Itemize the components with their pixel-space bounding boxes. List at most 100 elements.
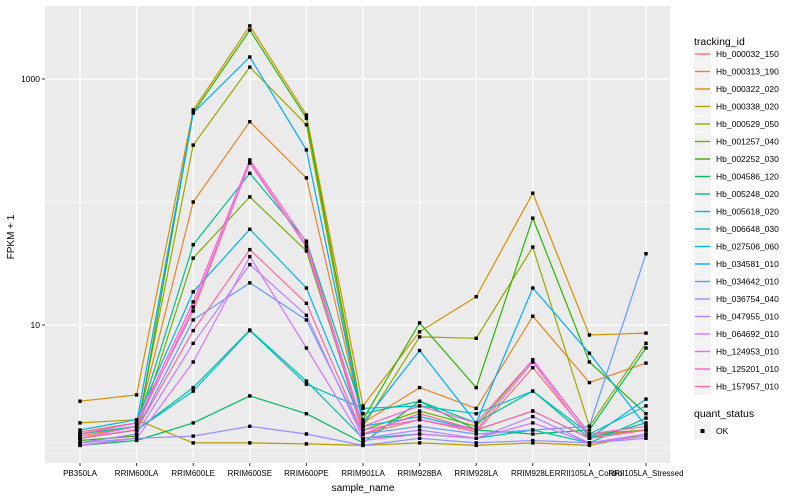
data-point [191, 243, 195, 247]
data-point [248, 28, 252, 32]
data-point [134, 428, 139, 432]
data-point [587, 436, 592, 440]
x-tick-label: RRIM600SE [228, 469, 272, 478]
data-point [78, 434, 82, 438]
data-point [304, 382, 309, 386]
data-point [191, 309, 195, 313]
data-point [191, 328, 195, 333]
data-point [644, 252, 648, 256]
data-point [78, 430, 82, 434]
legend-label: Hb_047955_010 [716, 312, 779, 322]
data-point [191, 421, 195, 425]
data-point [191, 305, 195, 309]
data-point [417, 385, 422, 390]
data-point [191, 318, 195, 322]
legend-label: Hb_034581_010 [716, 259, 779, 269]
data-point [304, 442, 309, 446]
data-point [531, 428, 535, 432]
legend-label: Hb_036754_040 [716, 294, 779, 304]
data-point [134, 436, 139, 440]
data-point [134, 424, 139, 428]
legend-label: Hb_125201_010 [716, 364, 779, 374]
data-point [587, 434, 592, 438]
data-point [531, 286, 535, 290]
data-point [191, 385, 195, 390]
data-point [134, 434, 139, 438]
legend-label: Hb_000032_150 [716, 49, 779, 59]
data-point [191, 111, 195, 115]
data-point [417, 414, 422, 419]
data-point [361, 406, 365, 411]
data-point [248, 424, 252, 428]
data-point [474, 336, 478, 340]
data-point [248, 195, 252, 199]
data-point [361, 436, 365, 440]
data-point [78, 443, 82, 448]
legend-label: Hb_124953_010 [716, 347, 779, 357]
data-point [644, 346, 648, 350]
x-tick-label: RRII105LA_Control [555, 469, 625, 478]
data-point [361, 418, 365, 422]
data-point [417, 330, 422, 334]
data-point [417, 404, 422, 408]
data-point [417, 432, 422, 436]
data-point [78, 421, 82, 425]
data-point [361, 428, 365, 432]
legend-label: Hb_006648_030 [716, 224, 779, 234]
data-point [361, 424, 365, 428]
data-point [474, 424, 478, 428]
legend-label: Hb_001257_040 [716, 137, 779, 147]
data-point [474, 436, 478, 440]
data-point [474, 430, 478, 434]
axes: 10 1000 PB350LA RRIM600LA RRIM600LE RRIM600SE… [21, 74, 684, 478]
data-point [531, 414, 535, 419]
data-point [304, 313, 309, 317]
data-point [304, 240, 309, 244]
data-point [248, 394, 252, 398]
data-point [191, 256, 195, 260]
data-point [531, 314, 535, 318]
legend-title-quant-status: quant_status [694, 408, 754, 420]
data-point [304, 412, 309, 416]
data-point [134, 393, 139, 397]
legend-label: Hb_005618_020 [716, 207, 779, 217]
data-point [644, 432, 648, 436]
data-point [248, 55, 252, 59]
x-tick-label: RRIM901LA [341, 469, 385, 478]
x-tick-label: RRIM600LE [171, 469, 215, 478]
data-points [78, 24, 648, 448]
data-point [531, 432, 535, 436]
data-point [644, 341, 648, 345]
data-point [531, 421, 535, 425]
data-point [304, 123, 309, 127]
data-point [78, 441, 82, 445]
quant-status-marker [700, 429, 705, 433]
data-point [191, 300, 195, 304]
data-point [361, 443, 365, 448]
legend-label: Hb_004586_120 [716, 172, 779, 182]
data-point [361, 421, 365, 425]
data-point [531, 191, 535, 195]
legend-label: Hb_034642_010 [716, 277, 779, 287]
data-point [417, 335, 422, 339]
data-point [474, 443, 478, 448]
data-point [248, 254, 252, 259]
x-tick-label: RRIM600LA [115, 469, 159, 478]
x-tick-label: RRIM928BA [397, 469, 442, 478]
data-point [474, 406, 478, 411]
data-point [531, 366, 535, 370]
data-point [248, 161, 252, 165]
data-point [474, 385, 478, 390]
y-tick-label: 10 [31, 320, 41, 330]
data-point [78, 438, 82, 443]
data-point [644, 412, 648, 416]
data-point [587, 432, 592, 436]
data-point [587, 443, 592, 448]
x-axis-title: sample_name [332, 483, 395, 494]
data-point [417, 321, 422, 325]
data-point [191, 389, 195, 393]
data-point [531, 389, 535, 393]
data-point [644, 436, 648, 440]
data-point [304, 346, 309, 350]
